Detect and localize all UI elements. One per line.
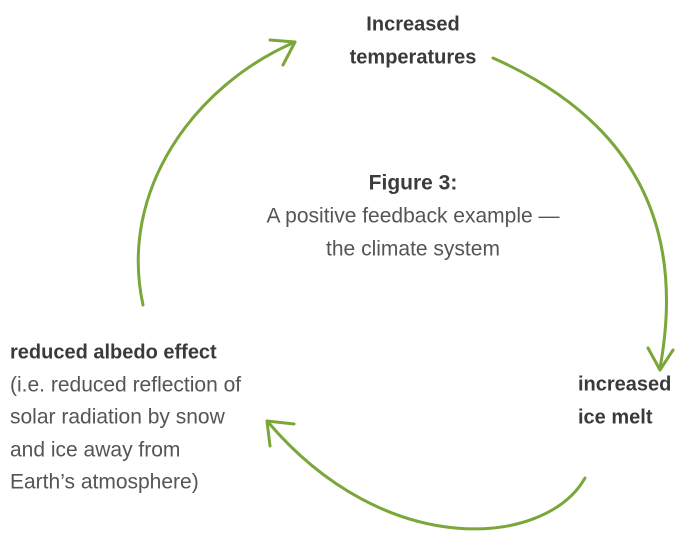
- caption-label: Figure 3:: [369, 172, 458, 195]
- caption-text: the climate system: [326, 238, 500, 261]
- caption-text: A positive feedback example —: [267, 205, 560, 228]
- arrowhead: [268, 38, 297, 67]
- node-title: reduced albedo effect: [10, 341, 217, 363]
- node-title: ice melt: [578, 406, 653, 428]
- arrowhead: [646, 346, 675, 372]
- node-detail: solar radiation by snow: [10, 406, 226, 429]
- node-detail: (i.e. reduced reflection of: [10, 374, 241, 397]
- arrow: [491, 56, 668, 370]
- node-title: increased: [578, 373, 671, 395]
- arrow: [136, 40, 297, 307]
- node-detail: Earth’s atmosphere): [10, 471, 199, 494]
- node-title: Increased: [366, 13, 459, 35]
- arrowhead: [265, 419, 296, 448]
- node-detail: and ice away from: [10, 439, 180, 462]
- node-title: temperatures: [350, 46, 477, 68]
- arrow: [266, 420, 587, 531]
